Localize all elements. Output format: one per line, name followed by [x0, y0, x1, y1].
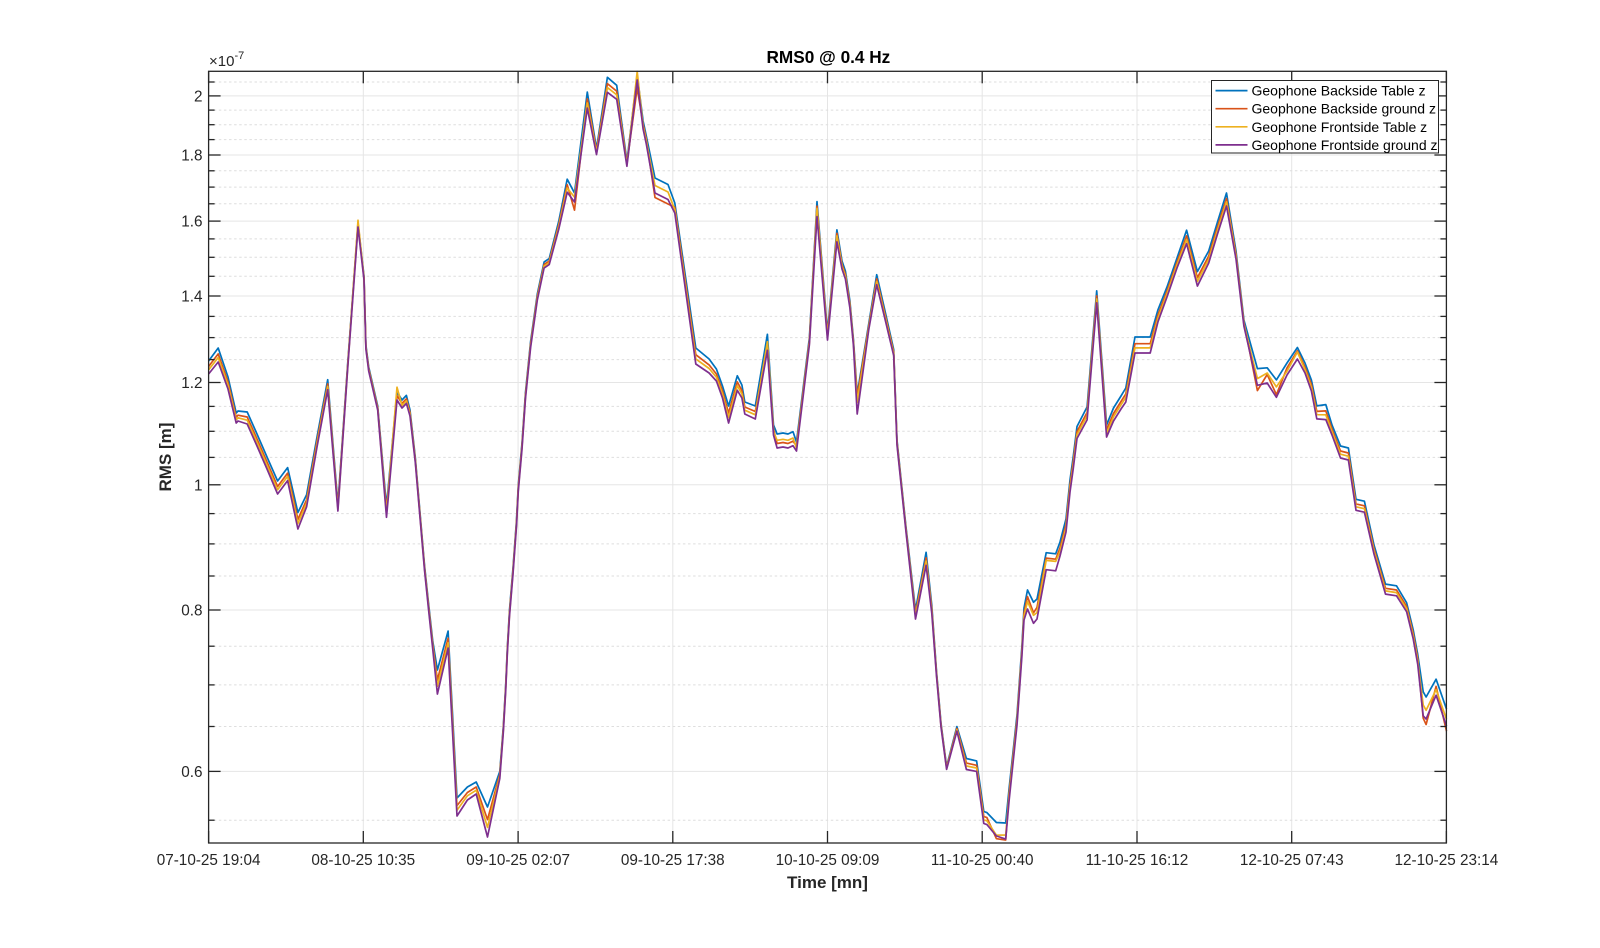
svg-text:11-10-25 16:12: 11-10-25 16:12 — [1086, 852, 1189, 869]
svg-text:Geophone Frontside ground z: Geophone Frontside ground z — [1252, 137, 1438, 153]
svg-text:1.4: 1.4 — [181, 289, 203, 306]
svg-text:Geophone Backside ground z: Geophone Backside ground z — [1252, 101, 1436, 117]
svg-text:0.6: 0.6 — [181, 764, 202, 781]
svg-text:Geophone Frontside Table z: Geophone Frontside Table z — [1252, 119, 1428, 135]
svg-text:2: 2 — [194, 88, 203, 105]
svg-text:1: 1 — [194, 477, 203, 494]
svg-text:12-10-25 23:14: 12-10-25 23:14 — [1395, 852, 1499, 869]
svg-text:10-10-25 09:09: 10-10-25 09:09 — [776, 852, 880, 869]
svg-text:09-10-25 17:38: 09-10-25 17:38 — [621, 852, 725, 869]
svg-text:08-10-25 10:35: 08-10-25 10:35 — [311, 852, 415, 869]
svg-text:RMS0 @ 0.4 Hz: RMS0 @ 0.4 Hz — [767, 47, 891, 67]
svg-text:Geophone Backside Table z: Geophone Backside Table z — [1252, 83, 1426, 99]
svg-text:1.8: 1.8 — [181, 148, 202, 165]
svg-text:1.2: 1.2 — [181, 375, 202, 392]
svg-text:RMS [m]: RMS [m] — [156, 423, 175, 492]
svg-text:09-10-25 02:07: 09-10-25 02:07 — [466, 852, 570, 869]
svg-text:0.8: 0.8 — [181, 603, 202, 620]
svg-text:07-10-25 19:04: 07-10-25 19:04 — [157, 852, 261, 869]
svg-text:1.6: 1.6 — [181, 214, 202, 231]
svg-text:Time [mn]: Time [mn] — [787, 873, 868, 892]
svg-text:11-10-25 00:40: 11-10-25 00:40 — [931, 852, 1034, 869]
svg-text:12-10-25 07:43: 12-10-25 07:43 — [1240, 852, 1344, 869]
